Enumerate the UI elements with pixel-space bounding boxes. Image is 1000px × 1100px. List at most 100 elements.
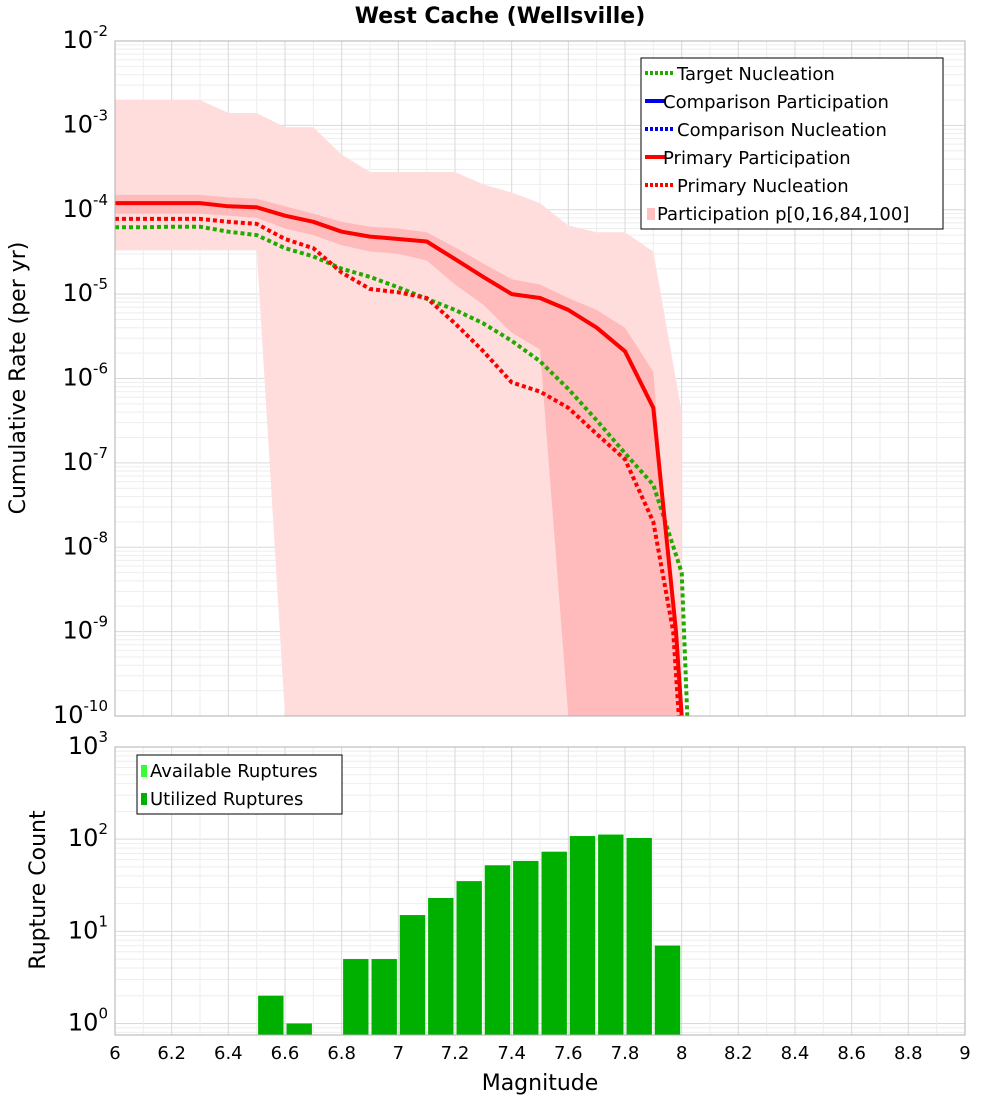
- x-tick-label: 6.4: [214, 1043, 243, 1064]
- x-tick-label: 8.4: [781, 1043, 810, 1064]
- rupture-bar: [569, 836, 596, 1035]
- x-tick-label: 7: [393, 1043, 404, 1064]
- y-tick-label: 10-3: [62, 106, 108, 138]
- y-tick-label: 10-7: [62, 444, 108, 476]
- top-data-layer: [115, 100, 690, 716]
- y-tick-exponent: -9: [93, 613, 108, 631]
- y-tick-base: 10: [68, 824, 99, 852]
- x-ticks: 6 6.2 6.4 6.6 6.8 7 7.2 7.4 7.6 7.8 8 8.2 8.4 8.6 8.8 9: [109, 1043, 970, 1064]
- y-tick-base: 10: [62, 195, 93, 223]
- rupture-bar: [456, 881, 482, 1035]
- legend-entry: Comparison Nucleation: [677, 120, 887, 141]
- primary-participation-line: [115, 201, 684, 716]
- y-tick-label: 10-10: [53, 697, 108, 729]
- y-tick-base: 10: [62, 26, 93, 54]
- legend-entry: Utilized Ruptures: [150, 789, 303, 810]
- utilized-ruptures-bars: [258, 834, 681, 1035]
- primary-nucleation-line: [115, 216, 681, 716]
- x-tick-label: 6.6: [271, 1043, 300, 1064]
- y-tick-label: 10-2: [62, 22, 108, 54]
- y-tick-base: 10: [68, 732, 99, 760]
- rupture-bar: [484, 865, 511, 1035]
- y-tick-label: 100: [68, 1004, 108, 1036]
- y-tick-base: 10: [62, 110, 93, 138]
- y-tick-base: 10: [53, 701, 84, 729]
- x-tick-label: 6: [109, 1043, 120, 1064]
- y-tick-exponent: -8: [93, 528, 108, 546]
- legend-box: [136, 754, 343, 815]
- bottom-plot-frame: [114, 746, 966, 1036]
- y-tick-label: 10-8: [62, 528, 108, 560]
- legend-box: [640, 57, 944, 230]
- rupture-bar: [541, 851, 567, 1035]
- rupture-bar: [258, 995, 284, 1035]
- bottom-y-axis-label: Rupture Count: [26, 810, 51, 970]
- y-tick-base: 10: [68, 1008, 99, 1036]
- legend-entry: Primary Participation: [663, 148, 851, 169]
- y-tick-exponent: -7: [93, 444, 108, 462]
- y-tick-exponent: -3: [93, 106, 108, 124]
- y-tick-base: 10: [62, 448, 93, 476]
- x-tick-label: 6.8: [327, 1043, 356, 1064]
- rupture-bar: [399, 915, 426, 1035]
- x-tick-label: 8.6: [837, 1043, 866, 1064]
- y-tick-base: 10: [68, 916, 99, 944]
- legend-entry: Participation p[0,16,84,100]: [657, 204, 909, 225]
- x-tick-label: 8.8: [894, 1043, 923, 1064]
- rupture-bar: [513, 860, 539, 1035]
- legend-swatch: [647, 208, 655, 220]
- chart-title: West Cache (Wellsville): [355, 4, 646, 29]
- bottom-legend: Available Ruptures Utilized Ruptures: [136, 754, 343, 815]
- x-tick-label: 7.2: [441, 1043, 470, 1064]
- legend-swatch: [141, 765, 147, 777]
- x-axis-label: Magnitude: [482, 1071, 599, 1096]
- x-tick-label: 7.4: [497, 1043, 526, 1064]
- rupture-bar: [626, 837, 652, 1035]
- y-tick-base: 10: [62, 279, 93, 307]
- rupture-bar: [428, 897, 454, 1035]
- x-tick-label: 8.2: [724, 1043, 753, 1064]
- y-tick-label: 102: [68, 820, 108, 852]
- y-tick-base: 10: [62, 364, 93, 392]
- legend-swatch: [141, 793, 147, 805]
- legend-entry: Available Ruptures: [150, 761, 318, 782]
- participation-band-p16-p84: [115, 194, 682, 716]
- x-tick-label: 9: [959, 1043, 970, 1064]
- y-tick-exponent: 1: [98, 912, 108, 930]
- rupture-bar: [343, 959, 369, 1035]
- participation-band-p0-p100: [115, 100, 682, 716]
- x-tick-label: 8: [676, 1043, 687, 1064]
- legend-entry: Primary Nucleation: [677, 176, 849, 197]
- y-tick-exponent: -6: [93, 360, 108, 378]
- y-tick-base: 10: [62, 617, 93, 645]
- y-tick-exponent: 3: [98, 728, 108, 746]
- y-tick-exponent: 2: [98, 820, 108, 838]
- rate-plot: 10-1010-910-810-710-610-510-410-310-2Tar…: [53, 22, 966, 729]
- y-tick-exponent: -5: [93, 275, 108, 293]
- y-tick-exponent: -2: [93, 22, 108, 40]
- top-legend: Target Nucleation Comparison Participatio…: [640, 57, 944, 230]
- rupture-bar: [286, 1023, 312, 1035]
- y-tick-label: 101: [68, 912, 108, 944]
- y-tick-label: 10-5: [62, 275, 108, 307]
- y-tick-label: 10-9: [62, 613, 108, 645]
- target-nucleation-line: [115, 224, 690, 716]
- y-tick-exponent: -4: [93, 191, 108, 209]
- rupture-bar: [598, 834, 624, 1035]
- y-tick-label: 10-6: [62, 360, 108, 392]
- y-tick-label: 10-4: [62, 191, 108, 223]
- y-tick-label: 103: [68, 728, 108, 760]
- rupture-bar: [371, 959, 397, 1035]
- top-plot-frame: [114, 40, 966, 717]
- y-tick-exponent: 0: [98, 1004, 108, 1022]
- legend-entry: Comparison Participation: [663, 92, 889, 113]
- x-tick-label: 7.8: [611, 1043, 640, 1064]
- rupture-bar: [654, 945, 681, 1035]
- bottom-data-layer: [258, 834, 681, 1035]
- top-y-axis-label: Cumulative Rate (per yr): [6, 242, 31, 515]
